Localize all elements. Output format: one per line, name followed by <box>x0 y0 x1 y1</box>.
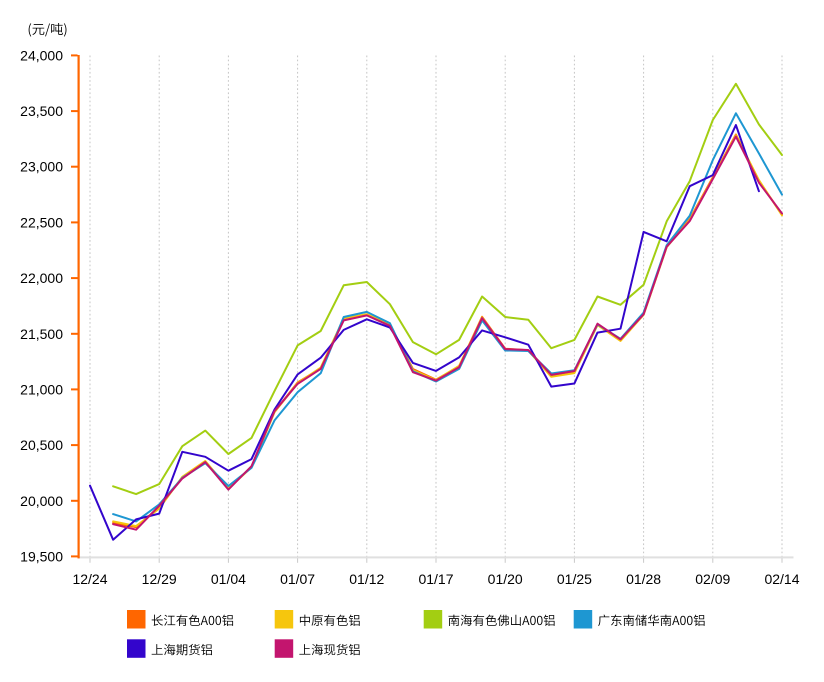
svg-text:22,500: 22,500 <box>20 214 63 230</box>
svg-text:12/24: 12/24 <box>72 571 107 587</box>
svg-text:01/04: 01/04 <box>211 571 246 587</box>
svg-text:02/14: 02/14 <box>764 571 799 587</box>
svg-text:23,500: 23,500 <box>20 103 63 119</box>
svg-text:01/07: 01/07 <box>280 571 315 587</box>
svg-text:01/12: 01/12 <box>349 571 384 587</box>
svg-text:12/29: 12/29 <box>142 571 177 587</box>
svg-text:22,000: 22,000 <box>20 270 63 286</box>
svg-text:24,000: 24,000 <box>20 47 63 63</box>
svg-text:19,500: 19,500 <box>20 548 63 564</box>
svg-text:20,000: 20,000 <box>20 493 63 509</box>
svg-text:21,000: 21,000 <box>20 381 63 397</box>
svg-text:21,500: 21,500 <box>20 326 63 342</box>
svg-text:23,000: 23,000 <box>20 159 63 175</box>
svg-text:20,500: 20,500 <box>20 437 63 453</box>
svg-text:01/17: 01/17 <box>418 571 453 587</box>
svg-text:01/25: 01/25 <box>557 571 592 587</box>
svg-text:01/28: 01/28 <box>626 571 661 587</box>
svg-text:02/09: 02/09 <box>695 571 730 587</box>
svg-text:01/20: 01/20 <box>488 571 523 587</box>
